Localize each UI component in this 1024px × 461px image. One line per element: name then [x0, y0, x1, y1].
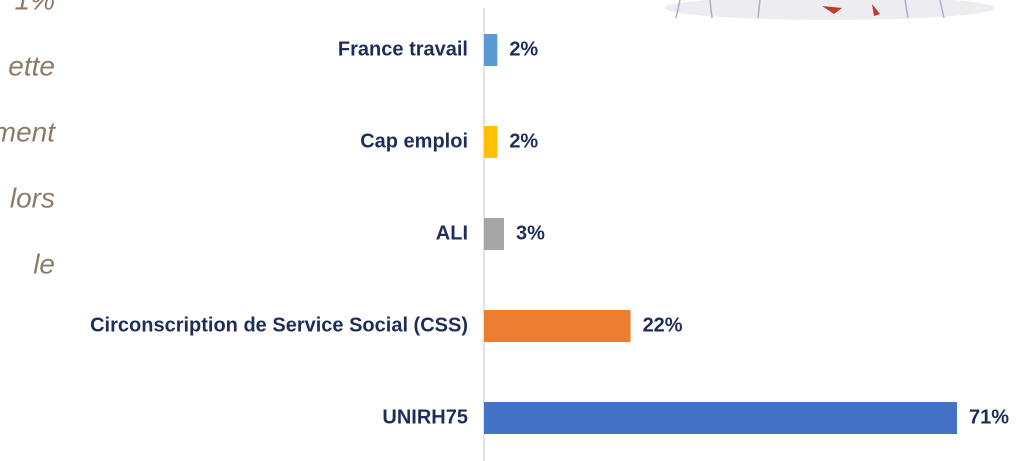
category-label: Circonscription de Service Social (CSS)	[90, 314, 468, 336]
bar	[484, 310, 631, 342]
value-label: 22%	[643, 314, 683, 336]
value-label: 71%	[969, 406, 1009, 428]
bar	[484, 402, 957, 434]
value-label: 2%	[509, 130, 538, 152]
side-text: le	[33, 248, 55, 279]
illustration	[665, 0, 995, 20]
category-label: ALI	[436, 222, 468, 244]
value-label: 3%	[516, 222, 545, 244]
bar	[484, 218, 504, 250]
category-label: Cap emploi	[360, 130, 468, 152]
side-text: lors	[10, 182, 55, 213]
category-label: France travail	[338, 38, 468, 60]
bar	[484, 126, 498, 158]
category-label: UNIRH75	[382, 406, 468, 428]
bar	[484, 34, 498, 66]
value-label: 2%	[509, 38, 538, 60]
side-text: ment	[0, 116, 56, 147]
side-text: 1%	[15, 0, 55, 15]
side-text: ette	[8, 50, 55, 81]
